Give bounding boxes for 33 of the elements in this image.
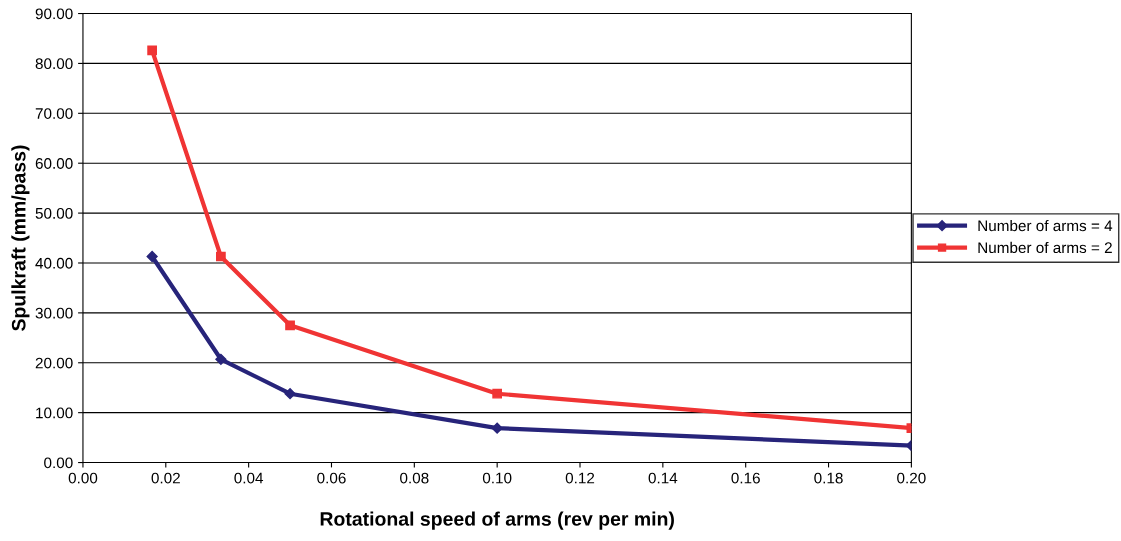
- x-tick-label: 0.16: [731, 472, 760, 484]
- y-tick-label: 70.00: [35, 108, 73, 119]
- x-tick-label: 0.04: [234, 472, 264, 484]
- x-tick-label: 0.00: [68, 472, 98, 484]
- x-tick-label: 0.18: [814, 472, 843, 484]
- y-tick-label: 60.00: [35, 158, 73, 169]
- point: [492, 388, 503, 399]
- y-tick-label: 90.00: [35, 8, 73, 20]
- point: [147, 45, 157, 56]
- x-tick-label: 0.20: [897, 472, 926, 484]
- legend-label: Number of arms = 2: [978, 241, 1112, 254]
- y-tick-label: 0.00: [44, 457, 73, 469]
- point: [284, 388, 296, 400]
- y-tick-label: 40.00: [35, 257, 73, 269]
- x-tick-label: 0.02: [151, 472, 180, 484]
- point: [215, 353, 227, 365]
- x-axis-title: Rotational speed of arms (rev per min): [320, 511, 674, 530]
- x-tick-label: 0.12: [565, 472, 595, 484]
- point: [146, 250, 158, 263]
- y-tick-label: 80.00: [35, 58, 73, 70]
- x-tick-label: 0.06: [317, 472, 346, 484]
- point: [491, 422, 503, 434]
- y-tick-label: 50.00: [35, 207, 73, 219]
- legend-label: Number of arms = 4: [978, 219, 1113, 232]
- y-tick-label: 10.00: [36, 407, 73, 419]
- x-tick-label: 0.14: [648, 472, 678, 484]
- x-tick-label: 0.08: [400, 472, 429, 484]
- point: [285, 320, 295, 331]
- point: [216, 251, 226, 262]
- y-tick-label: 20.00: [35, 357, 73, 369]
- y-axis-title: Spulkraft (mm/pass): [11, 145, 30, 331]
- y-tick-label: 30.00: [35, 307, 73, 319]
- x-tick-label: 0.10: [482, 472, 512, 484]
